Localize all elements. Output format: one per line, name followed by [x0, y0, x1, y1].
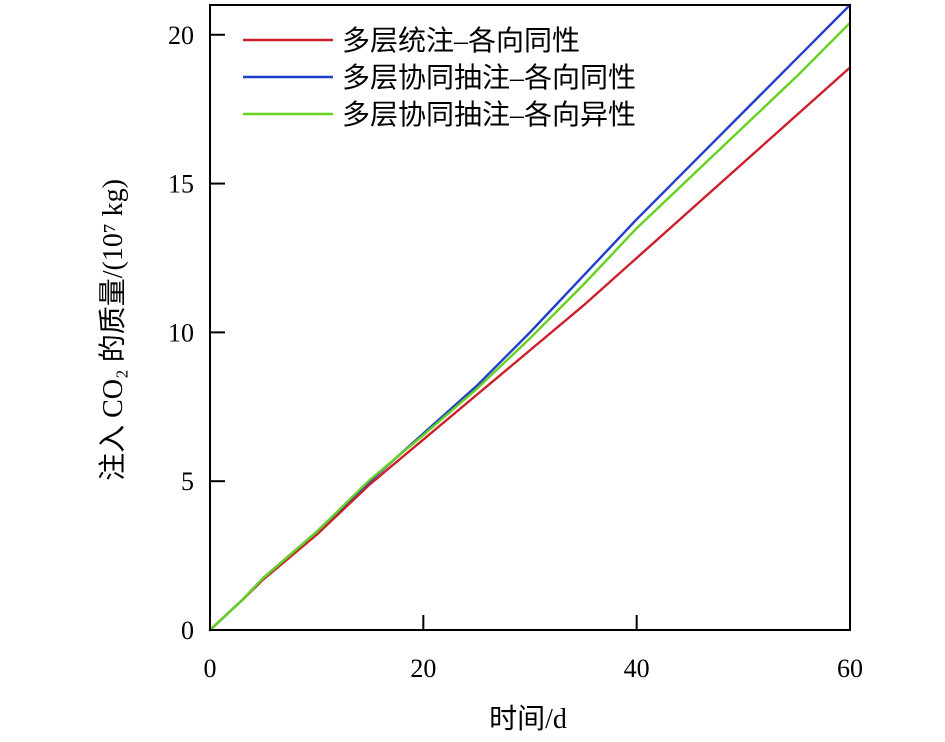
series-line-2 — [208, 3, 852, 632]
x-tick-label-60: 60 — [837, 654, 863, 683]
plot-frame — [209, 4, 851, 631]
y-tick-label-5: 5 — [181, 467, 194, 496]
x-axis-title: 时间/d — [489, 703, 567, 735]
series-line-3 — [208, 21, 852, 632]
legend-label-1: 多层统注–各向同性 — [342, 25, 580, 57]
y-tick-label-20: 20 — [168, 21, 194, 50]
y-tick-label-10: 10 — [168, 318, 194, 347]
series-line-1 — [208, 66, 852, 632]
y-axis-title: 注入 CO₂ 的质量/(10⁷ kg) — [97, 179, 129, 481]
axes — [209, 4, 851, 631]
x-tick-label-0: 0 — [204, 654, 217, 683]
series-lines — [208, 3, 852, 632]
x-tick-label-20: 20 — [410, 654, 436, 683]
y-tick-label-15: 15 — [168, 170, 194, 199]
y-tick-label-0: 0 — [181, 616, 194, 645]
ticks: 0 20 40 60 0 5 10 15 20 — [168, 21, 863, 683]
legend-label-3: 多层协同抽注–各向异性 — [342, 99, 636, 131]
legend-label-2: 多层协同抽注–各向同性 — [342, 62, 636, 94]
x-tick-label-40: 40 — [624, 654, 650, 683]
